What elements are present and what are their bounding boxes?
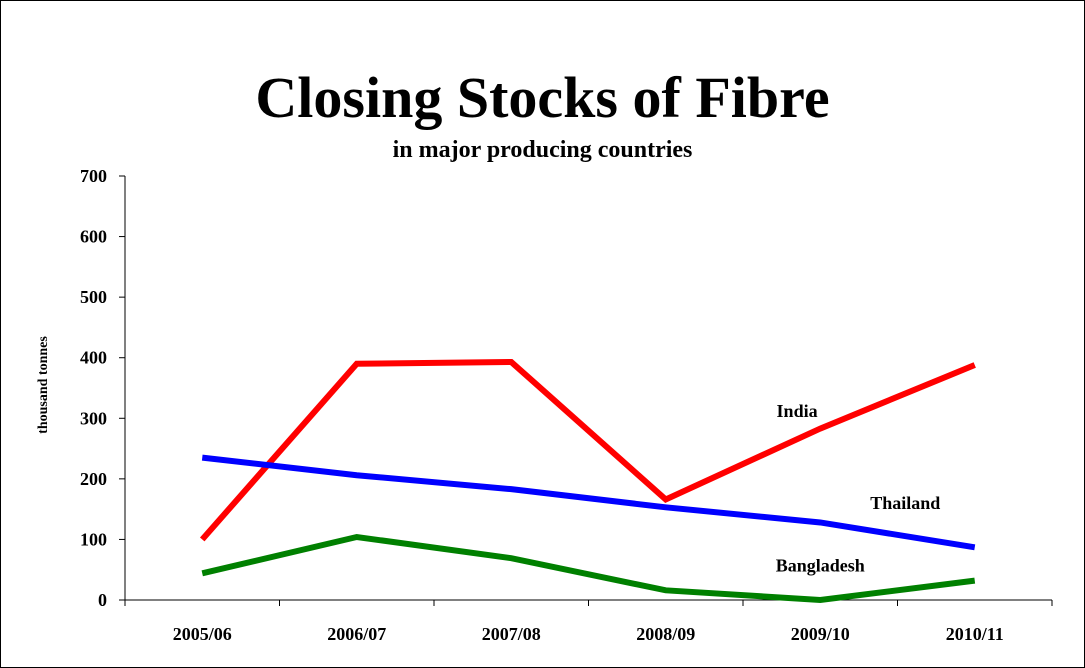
axes: 0 100 200 300 400 500 600 700 2005/06 2006/07 2007… xyxy=(80,166,1053,644)
chart-title: Closing Stocks of Fibre xyxy=(255,65,830,130)
y-axis-label: thousand tonnes xyxy=(36,336,51,434)
y-tick-label: 200 xyxy=(80,469,107,489)
chart-subtitle: in major producing countries xyxy=(392,137,693,163)
y-tick-label: 100 xyxy=(80,529,107,549)
x-tick-label: 2008/09 xyxy=(636,624,695,644)
y-tick-label: 700 xyxy=(80,166,107,186)
series-line-india xyxy=(199,358,976,542)
series-label-thailand: Thailand xyxy=(870,493,940,513)
series-label-india: India xyxy=(777,401,818,421)
x-tick-label: 2005/06 xyxy=(173,624,232,644)
x-tick-label: 2010/11 xyxy=(946,624,1004,644)
series-lines xyxy=(199,358,976,604)
y-tick-label: 300 xyxy=(80,408,107,428)
y-tick-label: 500 xyxy=(80,287,107,307)
x-tick-label: 2007/08 xyxy=(482,624,541,644)
series-line-bangladesh xyxy=(201,533,976,604)
x-tick-label: 2009/10 xyxy=(791,624,850,644)
series-line-thailand xyxy=(201,454,976,551)
y-tick-label: 400 xyxy=(80,348,107,368)
y-tick-label: 600 xyxy=(80,227,107,247)
x-tick-label: 2006/07 xyxy=(327,624,386,644)
series-labels: India Thailand Bangladesh xyxy=(776,401,941,575)
y-tick-label: 0 xyxy=(98,590,107,610)
series-label-bangladesh: Bangladesh xyxy=(776,555,865,575)
